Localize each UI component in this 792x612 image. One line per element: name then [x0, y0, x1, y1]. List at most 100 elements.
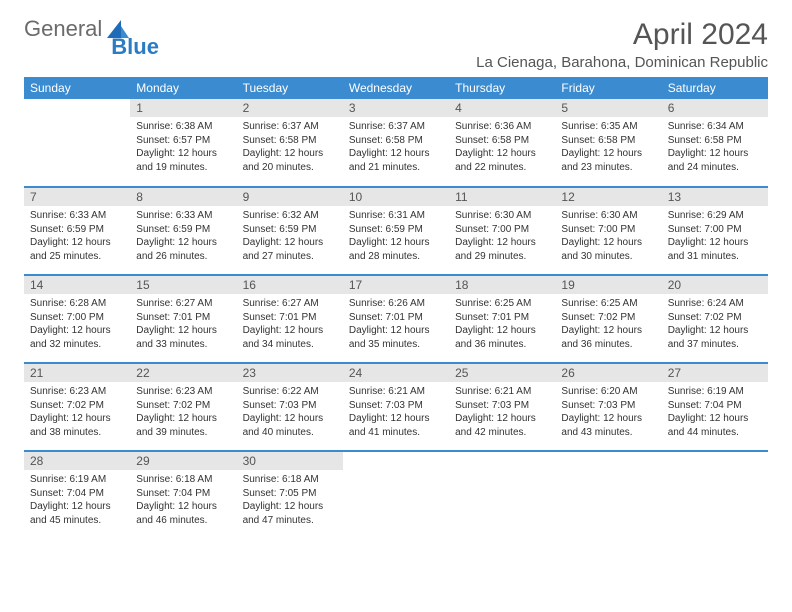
sunrise-text: Sunrise: 6:28 AM	[30, 297, 124, 311]
weekday-header: Sunday	[24, 77, 130, 99]
sunset-text: Sunset: 7:02 PM	[668, 311, 762, 325]
sunset-text: Sunset: 7:03 PM	[455, 399, 549, 413]
calendar-cell: 10Sunrise: 6:31 AMSunset: 6:59 PMDayligh…	[343, 187, 449, 275]
calendar-table: SundayMondayTuesdayWednesdayThursdayFrid…	[24, 77, 768, 539]
sunrise-text: Sunrise: 6:18 AM	[243, 473, 337, 487]
calendar-cell: 9Sunrise: 6:32 AMSunset: 6:59 PMDaylight…	[237, 187, 343, 275]
sunset-text: Sunset: 7:02 PM	[136, 399, 230, 413]
calendar-cell: 3Sunrise: 6:37 AMSunset: 6:58 PMDaylight…	[343, 99, 449, 187]
day-number: 16	[237, 276, 343, 294]
day-number: 14	[24, 276, 130, 294]
daylight-text: Daylight: 12 hours and 45 minutes.	[30, 500, 124, 527]
day-body: Sunrise: 6:19 AMSunset: 7:04 PMDaylight:…	[24, 470, 130, 531]
calendar-cell: 14Sunrise: 6:28 AMSunset: 7:00 PMDayligh…	[24, 275, 130, 363]
day-body: Sunrise: 6:36 AMSunset: 6:58 PMDaylight:…	[449, 117, 555, 178]
day-number	[343, 452, 449, 470]
daylight-text: Daylight: 12 hours and 33 minutes.	[136, 324, 230, 351]
logo-text-2: Blue	[111, 36, 159, 58]
day-number: 24	[343, 364, 449, 382]
title-block: April 2024 La Cienaga, Barahona, Dominic…	[476, 18, 768, 71]
day-number	[555, 452, 661, 470]
sunset-text: Sunset: 7:00 PM	[455, 223, 549, 237]
sunset-text: Sunset: 6:58 PM	[668, 134, 762, 148]
calendar-row: 21Sunrise: 6:23 AMSunset: 7:02 PMDayligh…	[24, 363, 768, 451]
calendar-cell: 28Sunrise: 6:19 AMSunset: 7:04 PMDayligh…	[24, 451, 130, 539]
calendar-cell: 17Sunrise: 6:26 AMSunset: 7:01 PMDayligh…	[343, 275, 449, 363]
calendar-cell: 12Sunrise: 6:30 AMSunset: 7:00 PMDayligh…	[555, 187, 661, 275]
day-number: 20	[662, 276, 768, 294]
page-title: April 2024	[476, 18, 768, 52]
calendar-cell: 20Sunrise: 6:24 AMSunset: 7:02 PMDayligh…	[662, 275, 768, 363]
calendar-cell: 2Sunrise: 6:37 AMSunset: 6:58 PMDaylight…	[237, 99, 343, 187]
daylight-text: Daylight: 12 hours and 36 minutes.	[455, 324, 549, 351]
sunrise-text: Sunrise: 6:19 AM	[668, 385, 762, 399]
day-body: Sunrise: 6:34 AMSunset: 6:58 PMDaylight:…	[662, 117, 768, 178]
weekday-header: Tuesday	[237, 77, 343, 99]
day-number	[449, 452, 555, 470]
sunrise-text: Sunrise: 6:37 AM	[243, 120, 337, 134]
sunrise-text: Sunrise: 6:27 AM	[136, 297, 230, 311]
weekday-header: Friday	[555, 77, 661, 99]
daylight-text: Daylight: 12 hours and 40 minutes.	[243, 412, 337, 439]
daylight-text: Daylight: 12 hours and 38 minutes.	[30, 412, 124, 439]
calendar-cell: 21Sunrise: 6:23 AMSunset: 7:02 PMDayligh…	[24, 363, 130, 451]
calendar-body: 1Sunrise: 6:38 AMSunset: 6:57 PMDaylight…	[24, 99, 768, 539]
calendar-row: 1Sunrise: 6:38 AMSunset: 6:57 PMDaylight…	[24, 99, 768, 187]
daylight-text: Daylight: 12 hours and 32 minutes.	[30, 324, 124, 351]
daylight-text: Daylight: 12 hours and 46 minutes.	[136, 500, 230, 527]
day-body: Sunrise: 6:25 AMSunset: 7:02 PMDaylight:…	[555, 294, 661, 355]
sunrise-text: Sunrise: 6:29 AM	[668, 209, 762, 223]
day-number: 21	[24, 364, 130, 382]
sunset-text: Sunset: 7:04 PM	[30, 487, 124, 501]
daylight-text: Daylight: 12 hours and 36 minutes.	[561, 324, 655, 351]
daylight-text: Daylight: 12 hours and 24 minutes.	[668, 147, 762, 174]
sunrise-text: Sunrise: 6:30 AM	[561, 209, 655, 223]
day-number: 19	[555, 276, 661, 294]
calendar-cell: 15 Sunrise: 6:27 AMSunset: 7:01 PMDayligh…	[130, 275, 236, 363]
sunrise-text: Sunrise: 6:32 AM	[243, 209, 337, 223]
day-number: 15	[130, 276, 236, 294]
day-body: Sunrise: 6:37 AMSunset: 6:58 PMDaylight:…	[343, 117, 449, 178]
sunset-text: Sunset: 7:02 PM	[561, 311, 655, 325]
sunrise-text: Sunrise: 6:24 AM	[668, 297, 762, 311]
calendar-cell: 23Sunrise: 6:22 AMSunset: 7:03 PMDayligh…	[237, 363, 343, 451]
day-number: 26	[555, 364, 661, 382]
calendar-cell: 22Sunrise: 6:23 AMSunset: 7:02 PMDayligh…	[130, 363, 236, 451]
day-body: Sunrise: 6:24 AMSunset: 7:02 PMDaylight:…	[662, 294, 768, 355]
daylight-text: Daylight: 12 hours and 22 minutes.	[455, 147, 549, 174]
sunrise-text: Sunrise: 6:20 AM	[561, 385, 655, 399]
sunset-text: Sunset: 7:01 PM	[136, 311, 230, 325]
calendar-cell: 24Sunrise: 6:21 AMSunset: 7:03 PMDayligh…	[343, 363, 449, 451]
day-number: 22	[130, 364, 236, 382]
sunrise-text: Sunrise: 6:22 AM	[243, 385, 337, 399]
day-body: Sunrise: 6:31 AMSunset: 6:59 PMDaylight:…	[343, 206, 449, 267]
sunset-text: Sunset: 7:05 PM	[243, 487, 337, 501]
day-body: Sunrise: 6:18 AMSunset: 7:05 PMDaylight:…	[237, 470, 343, 531]
day-number: 29	[130, 452, 236, 470]
day-number: 28	[24, 452, 130, 470]
calendar-cell: 8Sunrise: 6:33 AMSunset: 6:59 PMDaylight…	[130, 187, 236, 275]
day-number: 1	[130, 99, 236, 117]
daylight-text: Daylight: 12 hours and 30 minutes.	[561, 236, 655, 263]
sunrise-text: Sunrise: 6:18 AM	[136, 473, 230, 487]
day-body: Sunrise: 6:22 AMSunset: 7:03 PMDaylight:…	[237, 382, 343, 443]
sunrise-text: Sunrise: 6:35 AM	[561, 120, 655, 134]
calendar-cell: 13Sunrise: 6:29 AMSunset: 7:00 PMDayligh…	[662, 187, 768, 275]
sunset-text: Sunset: 7:04 PM	[668, 399, 762, 413]
weekday-header: Monday	[130, 77, 236, 99]
calendar-cell: 6Sunrise: 6:34 AMSunset: 6:58 PMDaylight…	[662, 99, 768, 187]
sunrise-text: Sunrise: 6:37 AM	[349, 120, 443, 134]
calendar-cell: 26Sunrise: 6:20 AMSunset: 7:03 PMDayligh…	[555, 363, 661, 451]
day-number: 8	[130, 188, 236, 206]
sunrise-text: Sunrise: 6:23 AM	[30, 385, 124, 399]
day-body: Sunrise: 6:23 AMSunset: 7:02 PMDaylight:…	[130, 382, 236, 443]
day-number: 17	[343, 276, 449, 294]
day-number: 2	[237, 99, 343, 117]
day-number: 12	[555, 188, 661, 206]
day-body: Sunrise: 6:30 AMSunset: 7:00 PMDaylight:…	[449, 206, 555, 267]
page: General Blue April 2024 La Cienaga, Bara…	[0, 0, 792, 539]
day-body: Sunrise: 6:33 AMSunset: 6:59 PMDaylight:…	[130, 206, 236, 267]
daylight-text: Daylight: 12 hours and 27 minutes.	[243, 236, 337, 263]
weekday-header: Saturday	[662, 77, 768, 99]
calendar-cell	[555, 451, 661, 539]
